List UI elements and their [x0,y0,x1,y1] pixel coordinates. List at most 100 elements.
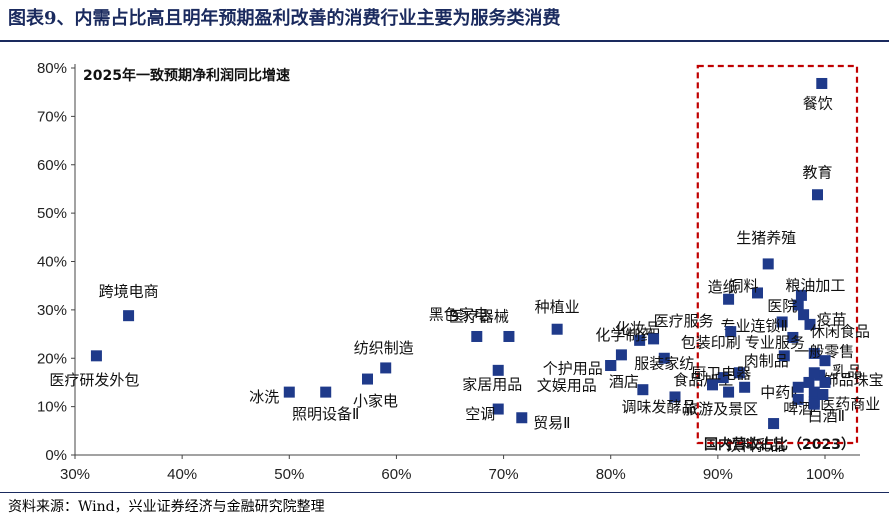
point-label: 个护用品 [543,360,603,378]
point-label: 肉制品 [744,352,789,370]
data-point [320,386,332,398]
data-point [819,376,831,388]
data-point [808,367,820,379]
point-label: 小家电 [353,392,398,410]
point-label: 粮油加工 [785,276,845,294]
data-point [803,376,815,388]
figure-title: 图表9、内需占比高且明年预期盈利改善的消费行业主要为服务类消费 [8,8,561,29]
point-label: 专业连锁Ⅱ [720,317,787,335]
y-tick-label: 10% [37,399,67,416]
point-label: 黑色家电 [429,305,489,323]
y-tick-label: 70% [37,108,67,125]
data-point [752,287,763,299]
data-point [778,350,790,362]
point-label: 包装印刷 [681,334,741,352]
data-point [804,318,816,330]
point-label: 酒店 [609,373,639,391]
x-tick-label: 60% [381,466,411,483]
data-point [492,403,504,415]
point-label: 中药Ⅱ [760,383,797,401]
x-tick-label: 50% [274,466,304,483]
point-label: 医疗器械 [449,307,509,325]
scatter-chart: 0% 10% 20% 30% 40% 50% 60% 70% 80% 30% 40% 50% 60% 70… [37,60,884,483]
data-point [503,330,515,342]
y-tick-label: 20% [37,350,67,367]
y-tick-label: 60% [37,157,67,174]
x-tick-label: 30% [60,466,90,483]
point-label: 一般零售 [794,342,854,360]
point-label: 医疗服务 [654,312,714,330]
y-tick-label: 0% [45,447,67,464]
y-tick-label: 50% [37,205,67,222]
data-point [819,355,831,367]
x-tick-label: 80% [596,466,626,483]
point-label: 跨境电商 [99,283,159,301]
data-point [792,381,804,393]
data-point [812,189,823,201]
point-label: 家居用品 [462,375,522,393]
point-label: 饮料乳品 [726,437,786,455]
data-point [648,333,660,345]
point-label: 医疗研发外包 [49,371,139,389]
point-label: 专业服务 [745,333,805,351]
point-label: 饲料 [728,277,758,295]
title-divider [0,40,889,42]
y-tick-label: 30% [37,302,67,319]
data-point [492,364,504,376]
point-label: 教育 [802,164,832,182]
data-point [362,373,373,385]
data-point [792,299,804,311]
data-point [798,309,810,321]
data-point [615,349,627,361]
data-point [768,418,780,430]
data-point [723,386,735,398]
y-axis-title: 2025年一致预期净利润同比增速 [83,67,290,84]
data-point [551,323,563,335]
data-point [471,330,483,342]
data-point [808,398,820,410]
data-point [637,384,649,396]
point-label: 饰品珠宝 [824,371,884,389]
point-label: 医院 [767,297,797,315]
y-tick-label: 80% [37,60,67,77]
point-label: 乳品 [832,363,862,381]
data-point [516,412,528,424]
data-point [808,347,820,359]
point-label: 纺织制造 [354,339,414,357]
point-label: 疫苗 [817,311,847,329]
point-label: 医药商业 [820,395,880,413]
x-tick-label: 70% [489,466,519,483]
x-tick-label: 90% [703,466,733,483]
point-label: 空调 [465,405,495,423]
x-tick-label: 100% [806,466,844,483]
data-point [658,352,670,364]
data-point [739,381,751,393]
data-point [776,316,788,328]
point-label: 造纸 [708,278,738,296]
source-note: 资料来源：Wind，兴业证券经济与金融研究院整理 [8,499,325,515]
data-point [634,334,646,346]
point-label: 化妆品 [615,319,660,337]
point-label: 种植业 [535,298,580,316]
data-point [792,393,804,405]
data-point [669,391,681,403]
data-point [795,289,807,301]
data-point [817,389,829,401]
source-divider [0,492,889,493]
y-tick-label: 40% [37,254,67,271]
data-point [123,310,135,322]
data-point [816,77,828,89]
point-label: 贸易Ⅱ [533,414,570,432]
point-label: 餐饮 [803,94,833,112]
point-label: 照明设备Ⅱ [292,405,359,423]
x-tick-label: 40% [167,466,197,483]
point-label: 服装家纺 [634,354,694,372]
data-point [707,379,718,391]
point-label: 化学制药 [595,326,655,344]
data-point [380,362,392,374]
data-point [90,350,102,362]
data-point [787,331,799,343]
x-axis-title: 国内营收占比（2023） [704,436,855,453]
point-label: 调味发酵品 [621,398,696,416]
point-label: 休闲食品 [810,322,870,340]
